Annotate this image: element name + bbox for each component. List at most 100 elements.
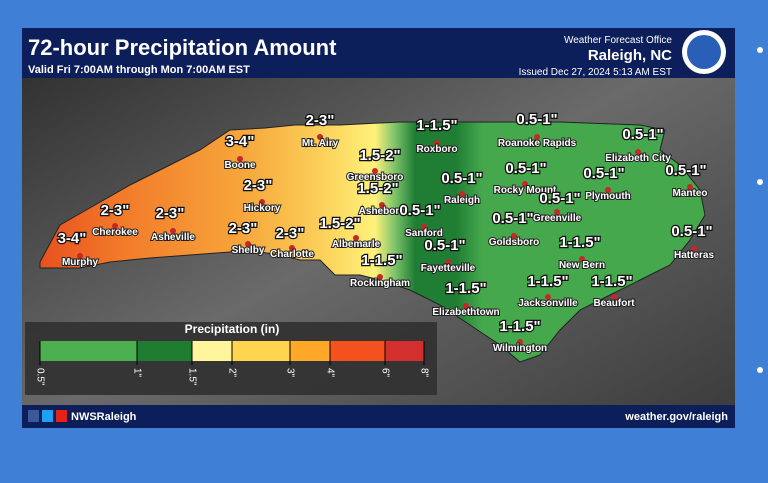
amount-label: 1.5-2" xyxy=(359,147,400,164)
city-label: Greensboro xyxy=(347,172,404,183)
city-dot xyxy=(353,235,359,241)
city-label: Fayetteville xyxy=(421,263,476,274)
amount-label: 2-3" xyxy=(156,205,185,222)
legend-title: Precipitation (in) xyxy=(185,322,280,336)
city-label: Goldsboro xyxy=(489,237,540,248)
city-dot xyxy=(434,140,440,146)
city-dot xyxy=(459,191,465,197)
bullet xyxy=(757,367,763,373)
city-dot xyxy=(579,256,585,262)
amount-label: 1-1.5" xyxy=(361,252,402,269)
city-dot xyxy=(245,241,251,247)
amount-label: 0.5-1" xyxy=(441,170,482,187)
amount-label: 2-3" xyxy=(306,112,335,129)
city-label: Rockingham xyxy=(350,278,410,289)
legend-swatch xyxy=(232,341,290,361)
city-label: Rocky Mount xyxy=(494,185,557,196)
header-bar xyxy=(22,28,735,78)
amount-label: 1-1.5" xyxy=(527,273,568,290)
city-label: Asheboro xyxy=(359,206,406,217)
amount-label: 1.5-2" xyxy=(357,180,398,197)
city-label: Raleigh xyxy=(444,195,480,206)
city-label: Charlotte xyxy=(270,249,314,260)
amount-label: 2-3" xyxy=(229,220,258,237)
city-dot xyxy=(545,294,551,300)
website: weather.gov/raleigh xyxy=(624,411,728,423)
facebook-icon[interactable] xyxy=(28,410,39,422)
legend-swatch xyxy=(40,341,137,361)
amount-label: 1.5-2" xyxy=(319,215,360,232)
legend-tick-label: 2" xyxy=(226,368,237,378)
legend-swatch xyxy=(192,341,232,361)
city-label: Sanford xyxy=(405,228,443,239)
legend-tick-label: 8" xyxy=(418,368,429,378)
legend-tick-label: 0.5" xyxy=(34,368,45,386)
amount-label: 0.5-1" xyxy=(622,126,663,143)
city-dot xyxy=(687,184,693,190)
nws-logo-inner xyxy=(687,35,721,69)
city-dot xyxy=(170,228,176,234)
amount-label: 2-3" xyxy=(276,225,305,242)
city-label: Roanoke Rapids xyxy=(498,138,577,149)
city-label: Wilmington xyxy=(493,343,547,354)
bullet xyxy=(757,179,763,185)
amount-label: 0.5-1" xyxy=(492,210,533,227)
city-label: Plymouth xyxy=(585,191,631,202)
city-dot xyxy=(112,223,118,229)
city-dot xyxy=(611,294,617,300)
legend-tick-label: 4" xyxy=(324,368,335,378)
legend-swatch xyxy=(137,341,192,361)
city-dot xyxy=(517,339,523,345)
city-label: Shelby xyxy=(232,245,265,256)
amount-label: 3-4" xyxy=(58,230,87,247)
city-dot xyxy=(259,199,265,205)
amount-label: 0.5-1" xyxy=(583,165,624,182)
city-dot xyxy=(379,202,385,208)
city-label: Albemarle xyxy=(332,239,381,250)
city-label: Cherokee xyxy=(92,227,138,238)
amount-label: 1-1.5" xyxy=(445,280,486,297)
amount-label: 2-3" xyxy=(244,177,273,194)
twitter-icon[interactable] xyxy=(42,410,53,422)
city-dot xyxy=(511,233,517,239)
city-label: Elizabethtown xyxy=(432,307,499,318)
city-label: New Bern xyxy=(559,260,605,271)
issued: Issued Dec 27, 2024 5:13 AM EST xyxy=(519,67,672,78)
city-dot xyxy=(421,224,427,230)
amount-label: 1-1.5" xyxy=(499,318,540,335)
footer-bar xyxy=(22,405,735,428)
city-label: Boone xyxy=(224,160,256,171)
youtube-icon[interactable] xyxy=(56,410,67,422)
city-dot xyxy=(605,187,611,193)
amount-label: 0.5-1" xyxy=(505,160,546,177)
city-label: Beaufort xyxy=(593,298,635,309)
amount-label: 1-1.5" xyxy=(559,234,600,251)
city-label: Hatteras xyxy=(674,250,714,261)
city-label: Hickory xyxy=(244,203,281,214)
amount-label: 3-4" xyxy=(226,133,255,150)
amount-label: 2-3" xyxy=(101,202,130,219)
location: Raleigh, NC xyxy=(588,47,672,64)
city-dot xyxy=(635,149,641,155)
legend-tick-label: 6" xyxy=(379,368,390,378)
legend-tick-label: 1" xyxy=(131,368,142,378)
city-dot xyxy=(554,209,560,215)
amount-label: 0.5-1" xyxy=(516,111,557,128)
city-label: Mt. Airy xyxy=(302,138,339,149)
city-dot xyxy=(377,274,383,280)
city-dot xyxy=(289,245,295,251)
amount-label: 1-1.5" xyxy=(591,273,632,290)
legend-tick-label: 1.5" xyxy=(186,368,197,386)
legend-swatch xyxy=(330,341,385,361)
bullet xyxy=(757,47,763,53)
city-dot xyxy=(691,246,697,252)
amount-label: 0.5-1" xyxy=(539,190,580,207)
amount-label: 0.5-1" xyxy=(424,237,465,254)
legend-swatch xyxy=(385,341,424,361)
social-handle: NWSRaleigh xyxy=(71,411,137,423)
amount-label: 0.5-1" xyxy=(665,162,706,179)
subtitle: Valid Fri 7:00AM through Mon 7:00AM EST xyxy=(28,64,250,76)
city-label: Roxboro xyxy=(416,144,457,155)
